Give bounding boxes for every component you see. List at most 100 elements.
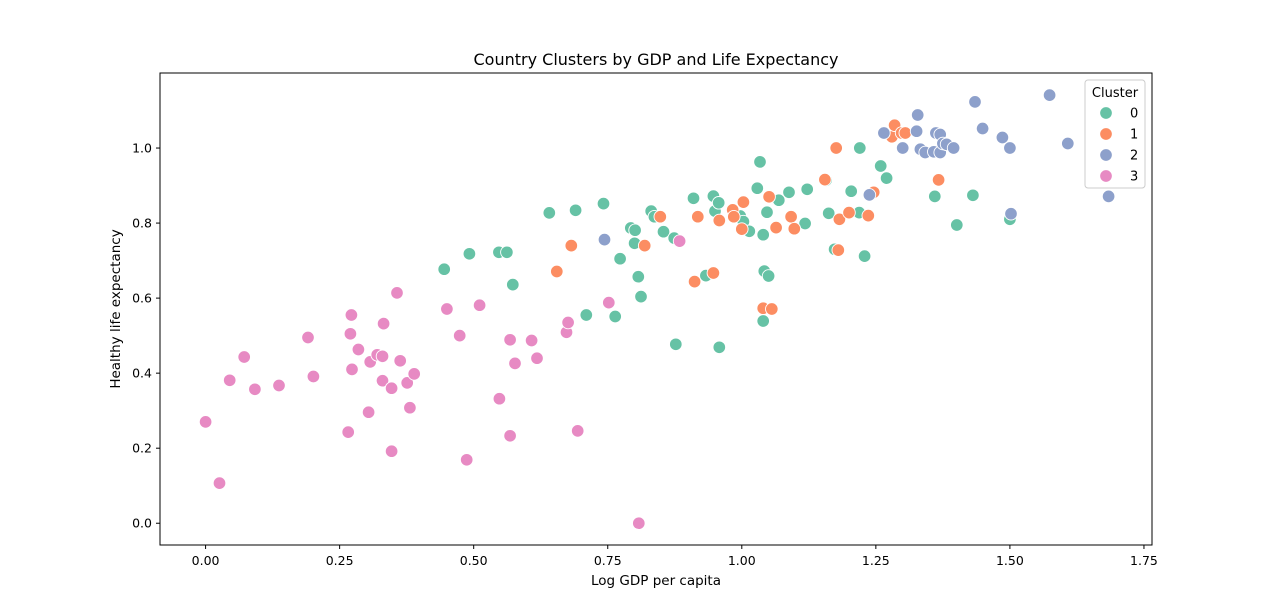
legend-label-cluster-1: 1	[1130, 128, 1138, 143]
legend-marker-cluster-1	[1099, 127, 1113, 141]
legend-marker-cluster-3	[1099, 169, 1113, 183]
scatter-point-cluster-0	[800, 182, 814, 197]
legend-label-cluster-3: 3	[1130, 170, 1138, 185]
scatter-point-cluster-1	[861, 208, 876, 223]
scatter-point-cluster-2	[1061, 136, 1075, 151]
scatter-point-cluster-3	[459, 453, 474, 467]
scatter-point-cluster-3	[524, 333, 539, 348]
scatter-point-cluster-3	[503, 333, 517, 347]
scatter-point-cluster-3	[351, 342, 366, 357]
scatter-point-cluster-0	[669, 337, 683, 352]
scatter-point-cluster-1	[787, 221, 802, 236]
scatter-point-cluster-3	[400, 376, 414, 390]
scatter-point-cluster-3	[632, 516, 646, 530]
scatter-point-cluster-0	[966, 188, 980, 203]
x-tick-label: 0.00	[192, 553, 220, 568]
legend: Cluster 0 1 2 3	[1084, 79, 1146, 189]
x-axis-label: Log GDP per capita	[591, 573, 721, 589]
scatter-point-cluster-0	[596, 196, 611, 211]
legend-marker-cluster-2	[1099, 148, 1113, 162]
scatter-point-cluster-3	[222, 373, 237, 388]
scatter-point-cluster-0	[750, 181, 765, 195]
scatter-point-cluster-2	[1003, 141, 1017, 155]
scatter-point-cluster-0	[756, 227, 770, 242]
x-tick-label: 0.75	[594, 553, 622, 568]
scatter-point-cluster-3	[602, 295, 616, 310]
legend-label-cluster-0: 0	[1130, 107, 1138, 122]
y-axis: 0.0 0.2 0.4 0.6 0.8 1.0	[132, 141, 160, 531]
scatter-point-cluster-2	[895, 141, 910, 155]
scatter-point-cluster-1	[687, 274, 702, 289]
scatter-point-cluster-3	[344, 308, 359, 322]
scatter-point-cluster-2	[877, 126, 891, 140]
scatter-point-cluster-3	[452, 328, 467, 343]
scatter-point-cluster-3	[393, 354, 407, 368]
scatter-point-cluster-1	[762, 190, 776, 204]
scatter-point-cluster-0	[853, 141, 867, 155]
scatter-point-cluster-1	[765, 302, 779, 316]
scatter-point-cluster-1	[898, 126, 913, 140]
scatter-point-cluster-0	[761, 269, 776, 283]
scatter-point-cluster-0	[437, 262, 451, 276]
scatter-point-cluster-2	[946, 141, 961, 155]
scatter-point-cluster-3	[212, 476, 227, 490]
y-tick-label: 0.4	[132, 366, 152, 381]
x-tick-label: 1.75	[1130, 553, 1158, 568]
scatter-point-cluster-0	[873, 159, 888, 173]
scatter-point-cluster-1	[712, 213, 727, 228]
scatter-point-cluster-0	[506, 277, 520, 292]
scatter-point-cluster-0	[756, 314, 770, 328]
scatter-point-cluster-2	[909, 124, 924, 138]
scatter-point-cluster-2	[597, 232, 612, 247]
legend-title: Cluster	[1092, 86, 1139, 101]
scatter-point-cluster-1	[818, 172, 832, 187]
scatter-point-cluster-3	[570, 424, 585, 438]
scatter-point-cluster-1	[564, 238, 579, 253]
scatter-point-cluster-3	[390, 286, 404, 300]
scatter-point-cluster-1	[832, 212, 847, 227]
x-tick-label: 1.50	[996, 553, 1024, 568]
scatter-point-cluster-3	[375, 349, 390, 364]
scatter-point-cluster-2	[975, 121, 990, 136]
scatter-point-cluster-0	[821, 206, 836, 221]
scatter-point-cluster-3	[345, 362, 359, 377]
scatter-point-cluster-2	[862, 188, 877, 202]
scatter-point-cluster-0	[656, 224, 671, 239]
legend-items: 0 1 2 3	[1099, 106, 1138, 185]
scatter-point-cluster-0	[542, 206, 557, 220]
scatter-point-cluster-0	[568, 203, 583, 218]
scatter-point-cluster-3	[361, 405, 376, 419]
scatter-point-cluster-0	[628, 223, 642, 237]
scatter-point-cluster-3	[384, 381, 399, 395]
scatter-point-cluster-1	[735, 222, 749, 236]
scatter-point-cluster-2	[1101, 189, 1116, 204]
chart-title: Country Clusters by GDP and Life Expecta…	[474, 50, 839, 69]
scatter-point-cluster-2	[1042, 88, 1057, 102]
scatter-point-cluster-1	[706, 266, 721, 280]
scatter-point-cluster-1	[842, 205, 856, 220]
scatter-point-cluster-1	[829, 141, 843, 155]
scatter-point-cluster-3	[341, 425, 355, 439]
scatter-point-cluster-3	[530, 351, 544, 365]
scatter-point-cluster-3	[237, 350, 251, 364]
scatter-point-cluster-1	[691, 209, 705, 224]
legend-marker-cluster-0	[1099, 106, 1113, 120]
scatter-point-cluster-3	[407, 367, 421, 381]
scatter-point-cluster-0	[928, 189, 942, 204]
scatter-point-cluster-3	[301, 330, 315, 345]
scatter-point-cluster-0	[753, 155, 767, 169]
x-tick-label: 0.50	[460, 553, 488, 568]
scatter-point-cluster-0	[760, 205, 774, 219]
scatter-point-cluster-0	[950, 218, 964, 232]
scatter-point-cluster-0	[631, 269, 646, 284]
y-axis-label: Healthy life expectancy	[108, 229, 124, 388]
scatter-point-cluster-3	[440, 302, 454, 316]
scatter-point-cluster-3	[403, 400, 417, 415]
scatter-point-cluster-3	[561, 315, 575, 330]
scatter-point-cluster-1	[637, 238, 652, 253]
scatter-point-cluster-3	[672, 234, 687, 248]
scatter-point-cluster-3	[503, 429, 517, 443]
scatter-point-cluster-1	[736, 195, 751, 209]
legend-label-cluster-2: 2	[1130, 149, 1138, 164]
scatter-point-cluster-3	[508, 356, 522, 371]
